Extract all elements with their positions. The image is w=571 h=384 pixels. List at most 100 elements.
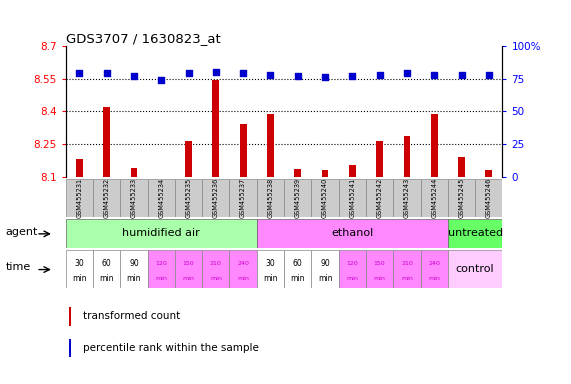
Bar	[284, 250, 311, 288]
Bar	[376, 141, 383, 177]
Text: 120: 120	[347, 260, 358, 266]
Text: min: min	[72, 274, 87, 283]
Bar	[366, 250, 393, 288]
Text: 150: 150	[374, 260, 385, 266]
Point	[266, 72, 275, 78]
Bar	[257, 219, 448, 248]
Text: min: min	[347, 276, 358, 281]
Point	[156, 77, 166, 83]
Bar	[349, 165, 356, 177]
Text: 120: 120	[155, 260, 167, 266]
Text: GSM455240: GSM455240	[322, 177, 328, 218]
Point	[239, 70, 248, 76]
Text: 30: 30	[266, 258, 275, 268]
Text: percentile rank within the sample: percentile rank within the sample	[83, 343, 259, 353]
Point	[211, 69, 220, 75]
Text: GSM455236: GSM455236	[213, 178, 219, 218]
Text: GSM455244: GSM455244	[431, 177, 437, 218]
Bar	[393, 179, 421, 217]
Point	[484, 72, 493, 78]
Bar	[294, 169, 301, 177]
Text: agent: agent	[5, 227, 38, 237]
Text: min: min	[291, 274, 305, 283]
Bar	[393, 250, 421, 288]
Bar	[66, 179, 93, 217]
Bar	[147, 179, 175, 217]
Text: 210: 210	[401, 260, 413, 266]
Bar	[66, 219, 257, 248]
Text: min: min	[237, 276, 249, 281]
Bar	[120, 179, 147, 217]
Text: 90: 90	[320, 258, 330, 268]
Text: 240: 240	[237, 260, 249, 266]
Bar	[202, 250, 230, 288]
Text: min: min	[263, 274, 278, 283]
Point	[130, 73, 139, 79]
Bar	[230, 179, 257, 217]
Bar	[93, 250, 120, 288]
Bar	[448, 179, 475, 217]
Bar	[404, 136, 411, 177]
Bar	[131, 168, 138, 177]
Point	[457, 72, 466, 78]
Bar	[458, 157, 465, 177]
Bar	[421, 179, 448, 217]
Bar	[69, 307, 71, 326]
Text: min: min	[127, 274, 141, 283]
Text: min: min	[155, 276, 167, 281]
Text: GSM455232: GSM455232	[103, 178, 110, 218]
Text: untreated: untreated	[448, 228, 502, 238]
Bar	[257, 250, 284, 288]
Text: GSM455237: GSM455237	[240, 178, 246, 218]
Text: 210: 210	[210, 260, 222, 266]
Text: GSM455241: GSM455241	[349, 178, 355, 218]
Bar	[421, 250, 448, 288]
Text: min: min	[428, 276, 440, 281]
Text: GSM455242: GSM455242	[377, 177, 383, 218]
Text: GSM455239: GSM455239	[295, 178, 301, 218]
Text: 60: 60	[102, 258, 111, 268]
Text: GDS3707 / 1630823_at: GDS3707 / 1630823_at	[66, 32, 220, 45]
Bar	[66, 250, 93, 288]
Text: ethanol: ethanol	[331, 228, 373, 238]
Text: humidified air: humidified air	[122, 228, 200, 238]
Bar	[175, 250, 202, 288]
Text: min: min	[401, 276, 413, 281]
Bar	[120, 250, 147, 288]
Point	[348, 73, 357, 79]
Text: min: min	[318, 274, 332, 283]
Bar	[431, 114, 437, 177]
Text: min: min	[99, 274, 114, 283]
Bar	[76, 159, 83, 177]
Text: 60: 60	[293, 258, 303, 268]
Text: GSM455246: GSM455246	[486, 177, 492, 218]
Bar	[175, 179, 202, 217]
Text: min: min	[210, 276, 222, 281]
Point	[375, 72, 384, 78]
Text: GSM455231: GSM455231	[77, 178, 82, 218]
Text: 30: 30	[74, 258, 84, 268]
Point	[320, 74, 329, 81]
Text: GSM455245: GSM455245	[459, 177, 465, 218]
Text: 150: 150	[183, 260, 194, 266]
Text: GSM455235: GSM455235	[186, 178, 191, 218]
Point	[184, 70, 193, 76]
Text: GSM455243: GSM455243	[404, 178, 410, 218]
Text: time: time	[5, 262, 30, 272]
Bar	[93, 179, 120, 217]
Text: GSM455233: GSM455233	[131, 178, 137, 218]
Bar	[339, 179, 366, 217]
Text: transformed count: transformed count	[83, 311, 180, 321]
Bar	[185, 141, 192, 177]
Bar	[311, 179, 339, 217]
Bar	[321, 170, 328, 177]
Text: GSM455238: GSM455238	[267, 178, 274, 218]
Text: min: min	[183, 276, 195, 281]
Text: GSM455234: GSM455234	[158, 178, 164, 218]
Point	[102, 70, 111, 76]
Text: control: control	[456, 264, 494, 274]
Bar	[475, 179, 502, 217]
Bar	[147, 250, 175, 288]
Point	[293, 73, 302, 79]
Text: 90: 90	[129, 258, 139, 268]
